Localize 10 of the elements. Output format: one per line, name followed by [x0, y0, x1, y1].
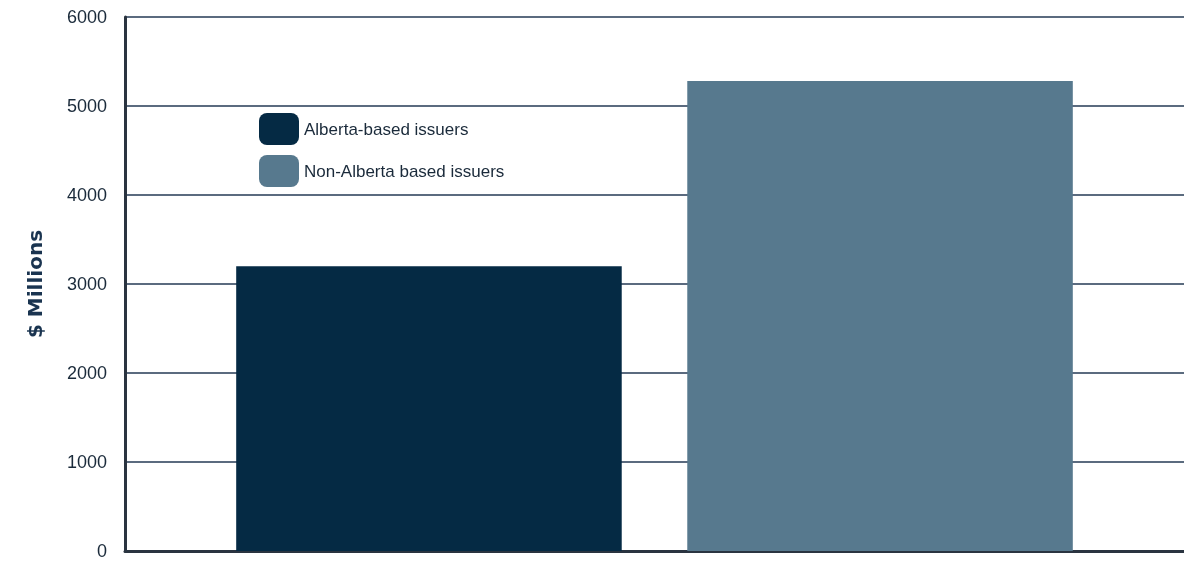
legend-label: Alberta-based issuers [304, 119, 469, 139]
y-tick-label: 6000 [66, 7, 107, 27]
y-tick-label: 2000 [66, 363, 107, 383]
y-tick-label: 5000 [66, 96, 107, 116]
y-axis-title: $ Millions [23, 229, 47, 339]
legend-label: Non-Alberta based issuers [304, 161, 505, 181]
y-tick-label: 3000 [66, 274, 107, 294]
y-tick-label: 0 [96, 541, 107, 561]
y-tick-label: 4000 [66, 185, 107, 205]
y-tick-label: 1000 [66, 452, 107, 472]
